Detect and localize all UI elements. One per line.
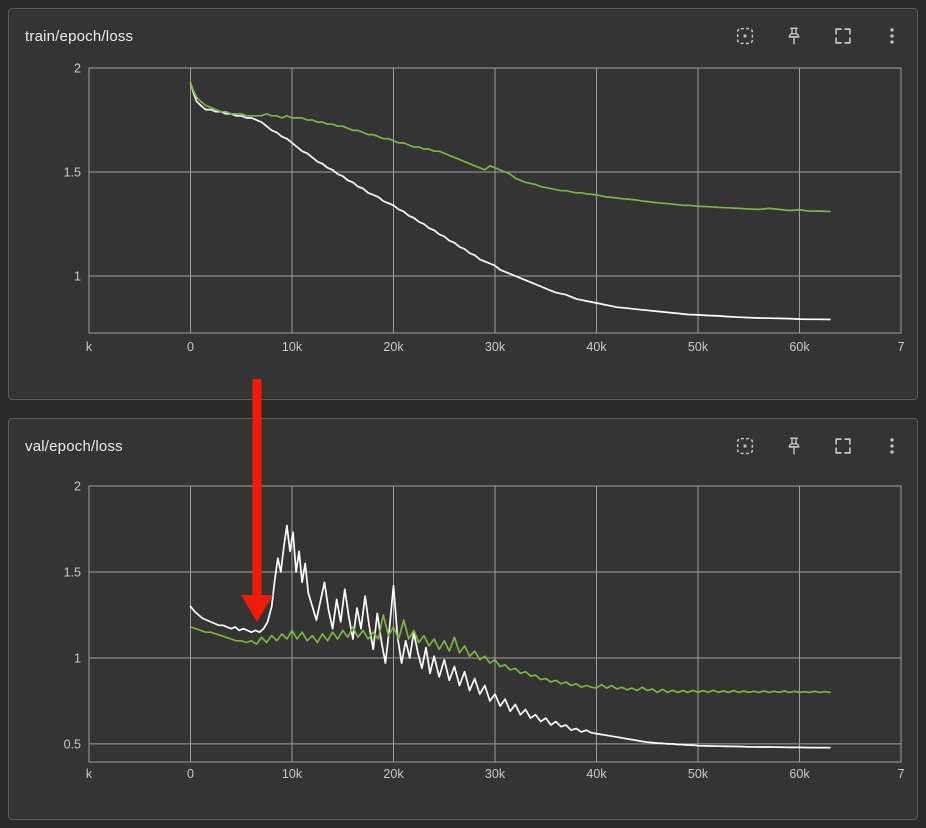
panel-title: train/epoch/loss [25,27,134,45]
svg-text:50k: 50k [688,340,709,354]
panel-train-loss: train/epoch/loss 0 10k 20k 30k 40k 50k 60k k 7 1 1… [8,8,918,400]
expand-icon[interactable] [832,25,854,47]
more-options-icon[interactable] [881,25,903,47]
svg-text:20k: 20k [383,340,404,354]
svg-text:1.5: 1.5 [64,566,81,580]
svg-text:1.5: 1.5 [64,166,81,180]
svg-text:k: k [86,767,93,781]
svg-text:7: 7 [898,340,905,354]
val-loss-chart[interactable]: 0 10k 20k 30k 40k 50k 60k k 7 0.5 1 1.5 2 [9,473,917,817]
svg-text:7: 7 [898,767,905,781]
train-loss-chart[interactable]: 0 10k 20k 30k 40k 50k 60k k 7 1 1.5 2 [9,63,917,398]
svg-text:k: k [86,340,93,354]
panel-header: train/epoch/loss [9,9,917,63]
panel-header: val/epoch/loss [9,419,917,473]
fit-to-data-icon[interactable] [734,25,756,47]
svg-text:40k: 40k [586,340,607,354]
fit-to-data-icon[interactable] [734,435,756,457]
panel-toolbar [734,25,903,47]
pin-icon[interactable] [783,25,805,47]
svg-text:0: 0 [187,340,194,354]
panel-toolbar [734,435,903,457]
svg-text:0: 0 [187,767,194,781]
pin-icon[interactable] [783,435,805,457]
svg-text:2: 2 [74,480,81,494]
svg-text:60k: 60k [789,340,810,354]
svg-text:10k: 10k [282,340,303,354]
svg-text:1: 1 [74,652,81,666]
svg-text:50k: 50k [688,767,709,781]
svg-text:10k: 10k [282,767,303,781]
svg-text:1: 1 [74,270,81,284]
svg-text:30k: 30k [485,340,506,354]
svg-text:20k: 20k [383,767,404,781]
panel-val-loss: val/epoch/loss 0 10k 20k 30k 40k 50k 60k k 7 0.5 1… [8,418,918,820]
svg-text:60k: 60k [789,767,810,781]
more-options-icon[interactable] [881,435,903,457]
svg-text:0.5: 0.5 [64,737,81,751]
svg-text:40k: 40k [586,767,607,781]
svg-text:30k: 30k [485,767,506,781]
expand-icon[interactable] [832,435,854,457]
panel-title: val/epoch/loss [25,437,123,455]
svg-text:2: 2 [74,63,81,76]
